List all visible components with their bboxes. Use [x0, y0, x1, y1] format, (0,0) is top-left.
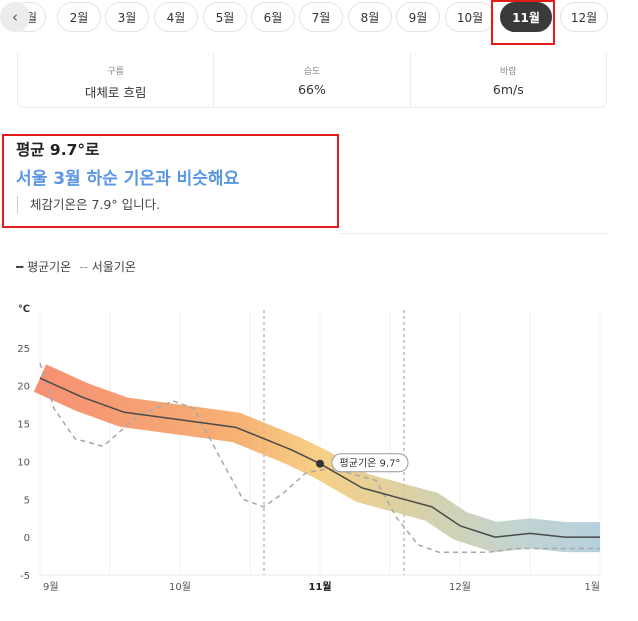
month-selector: ‹ 1월2월3월4월5월6월7월8월9월10월11월12월 [0, 0, 638, 45]
x-tick-label: 12월 [449, 581, 471, 593]
month-tab[interactable]: 9월 [396, 2, 440, 32]
y-tick-label: 0 [24, 533, 30, 544]
month-tab[interactable]: 4월 [154, 2, 198, 32]
month-tab[interactable]: 7월 [299, 2, 343, 32]
y-tick-label: 20 [17, 382, 30, 393]
stat-value: 66% [298, 82, 326, 97]
comparison-text: 서울 3월 하순 기온과 비슷해요 [16, 169, 240, 189]
stat-value: 대체로 흐림 [84, 85, 147, 100]
legend-item-average: ━ 평균기온 [16, 258, 71, 275]
stat-label: 바람 [500, 67, 517, 77]
month-tab[interactable]: 10월 [445, 2, 495, 32]
stat-humidity: 습도 66% [214, 53, 411, 107]
temperature-chart: 25 20 15 10 5 0 -5 ℃ 9월 10월 11월 12월 1월 평균기온 9.7° [17, 304, 601, 593]
month-tab[interactable]: 8월 [348, 2, 392, 32]
highlight-box-selected-month [491, 0, 555, 45]
x-tick-label: 10월 [169, 581, 191, 593]
annotation-label: 평균기온 9.7° [340, 458, 401, 470]
stat-value: 6m/s [492, 82, 524, 97]
feels-like-text: 체감기온은 7.9° 입니다. [17, 196, 160, 214]
month-tab[interactable]: 5월 [203, 2, 247, 32]
month-tab[interactable]: 6월 [251, 2, 295, 32]
x-tick-label: 1월 [584, 581, 600, 593]
weather-stats: 구름 대체로 흐림 습도 66% 바람 6m/s [17, 53, 607, 108]
month-tab[interactable]: 2월 [57, 2, 101, 32]
legend-label: 서울기온 [91, 260, 136, 274]
y-tick-label: 10 [17, 457, 30, 468]
month-tab[interactable]: 3월 [105, 2, 149, 32]
y-tick-label: 5 [24, 495, 30, 506]
annotation-bubble [331, 453, 409, 473]
solid-line-icon: ━ [16, 260, 24, 274]
dashed-line-icon: -- [79, 260, 88, 274]
x-tick-label: 9월 [43, 581, 59, 593]
highlight-box-summary [2, 134, 339, 228]
legend-item-seoul: -- 서울기온 [79, 258, 136, 275]
annotation-point [316, 459, 324, 468]
y-tick-label: 25 [17, 344, 30, 355]
average-temperature: 평균 9.7°로 [16, 141, 100, 159]
chart-legend: ━ 평균기온 -- 서울기온 [16, 258, 136, 275]
x-tick-label: 11월 [308, 581, 331, 593]
stat-label: 습도 [303, 67, 321, 77]
y-axis-label: ℃ [18, 304, 30, 315]
month-tab[interactable]: 12월 [560, 2, 608, 32]
y-tick-label: -5 [20, 571, 30, 582]
chevron-left-icon[interactable]: ‹ [0, 2, 30, 32]
stat-cloud: 구름 대체로 흐림 [18, 53, 215, 107]
temperature-summary: 평균 9.7°로 서울 3월 하순 기온과 비슷해요 [16, 138, 239, 189]
divider [340, 233, 608, 234]
stat-wind: 바람 6m/s [411, 53, 606, 107]
stat-label: 구름 [107, 67, 124, 77]
month-tab[interactable]: 11월 [500, 2, 552, 32]
legend-label: 평균기온 [27, 260, 72, 274]
series-line-average [39, 377, 600, 538]
series-line-seoul [39, 362, 600, 554]
y-tick-label: 15 [17, 420, 30, 431]
